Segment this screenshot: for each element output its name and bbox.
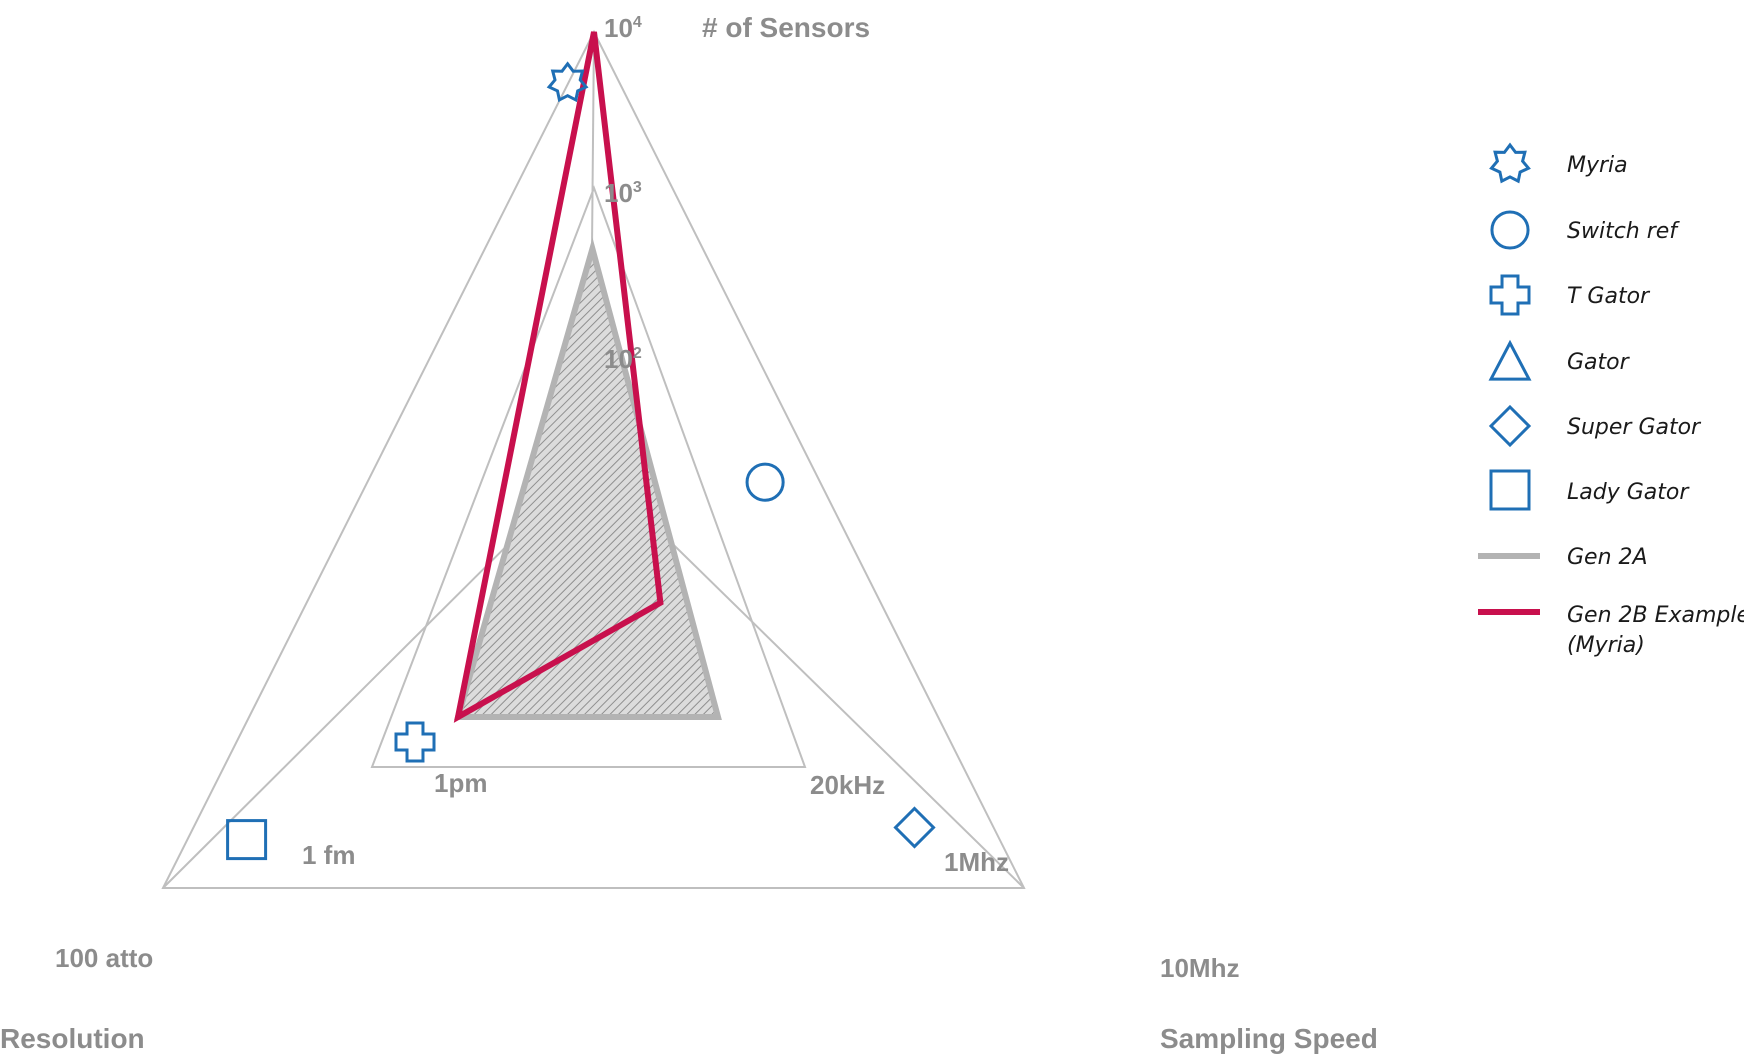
tick-resolution-1fm: 1 fm — [302, 840, 355, 870]
tick-speed-20khz: 20kHz — [810, 770, 885, 800]
series-layer — [453, 31, 722, 723]
tick-exponent: 2 — [633, 345, 642, 362]
circle-icon — [1490, 210, 1530, 250]
cross-icon — [1489, 274, 1531, 316]
axis-title-sensors: # of Sensors — [702, 12, 870, 43]
axis-title-resolution: Resolution — [0, 1023, 145, 1054]
marker-layer — [226, 61, 936, 861]
tick-sensors-1e4: 104 — [604, 13, 642, 43]
triangle-icon — [1488, 339, 1532, 381]
tick-exponent: 3 — [633, 179, 642, 196]
marker-lady-gator — [226, 819, 268, 861]
legend-label-gator: Gator — [1567, 350, 1631, 375]
tick-base: 10 — [604, 178, 633, 208]
marker-t-gator — [394, 721, 436, 763]
diamond-icon — [1488, 404, 1532, 448]
legend-label-gen-2a: Gen 2A — [1567, 545, 1648, 570]
series-gen-2b-line — [453, 31, 664, 723]
tick-resolution-1pm: 1pm — [434, 768, 487, 798]
square-icon — [1489, 469, 1531, 511]
tick-exponent: 4 — [633, 14, 642, 31]
legend-label-myria: Myria — [1567, 153, 1628, 178]
grid-ring-2 — [370, 185, 807, 768]
tick-sensors-1e2: 102 — [604, 344, 642, 374]
tick-resolution-100atto: 100 atto — [55, 943, 153, 973]
star-icon — [1489, 142, 1531, 184]
series-gen-2a-area — [454, 237, 722, 720]
marker-super-gator — [893, 806, 936, 849]
tick-base: 10 — [604, 13, 633, 43]
tick-sensors-1e3: 103 — [604, 178, 642, 208]
tick-speed-1mhz: 1Mhz — [944, 847, 1009, 877]
grid-ring-3 — [161, 29, 1026, 889]
legend-label-super-gator: Super Gator — [1567, 415, 1702, 440]
legend: Myria Switch ref T Gator Gator Super Gat… — [1478, 142, 1744, 658]
legend-label-gen-2b: Gen 2B Example — [1567, 603, 1744, 628]
legend-label-gen-2b-myria: (Myria) — [1567, 633, 1645, 658]
legend-label-t-gator: T Gator — [1567, 284, 1651, 309]
tick-base: 10 — [604, 344, 633, 374]
axis-title-sampling-speed: Sampling Speed — [1160, 1023, 1378, 1054]
legend-label-switch-ref: Switch ref — [1567, 219, 1680, 244]
marker-switch-ref — [745, 462, 785, 502]
tick-speed-10mhz: 10Mhz — [1160, 953, 1239, 983]
legend-label-lady-gator: Lady Gator — [1567, 480, 1690, 505]
marker-myria — [546, 61, 589, 103]
